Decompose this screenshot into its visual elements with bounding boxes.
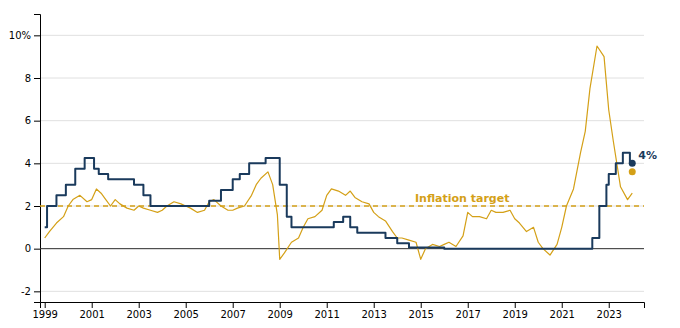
annotation-dot [629, 160, 636, 167]
y-tick-label: 8 [25, 73, 31, 84]
x-tick-mark [468, 302, 469, 308]
x-tick-mark [233, 302, 234, 308]
y-axis: -2 0 2 4 6 8 10% [9, 15, 41, 303]
x-tick-label: 2009 [267, 309, 292, 320]
annotations: Inflation target 4% [415, 149, 657, 205]
x-tick-mark [515, 302, 516, 308]
x-tick: 2023 [597, 302, 622, 320]
x-tick-mark [327, 302, 328, 308]
x-tick: 2015 [409, 302, 434, 320]
x-tick: 2011 [314, 302, 339, 320]
x-tick-mark [45, 302, 46, 308]
annotation-label: Inflation target [415, 192, 509, 205]
annotation-dot [629, 168, 636, 175]
x-tick: 2019 [503, 302, 528, 320]
y-tick-mark [34, 206, 40, 207]
y-tick-mark [34, 121, 40, 122]
x-tick: 2001 [79, 302, 104, 320]
y-grid-line [40, 206, 644, 207]
y-tick: 2 [25, 201, 40, 212]
y-grid-line [40, 163, 644, 164]
y-grid-line [40, 291, 644, 292]
x-tick: 2005 [173, 302, 198, 320]
x-tick-mark [92, 302, 93, 308]
y-grid-line [40, 78, 644, 79]
x-tick-mark [562, 302, 563, 308]
x-tick-label: 2017 [456, 309, 481, 320]
y-tick-label: 10% [9, 30, 31, 41]
annotation-label: 4% [638, 149, 657, 162]
x-tick-label: 2007 [220, 309, 245, 320]
x-tick-mark [280, 302, 281, 308]
y-tick: 8 [25, 73, 40, 84]
x-tick-label: 2011 [314, 309, 339, 320]
y-tick-label: 6 [25, 115, 31, 126]
line [45, 46, 633, 259]
y-tick-label: -2 [21, 286, 31, 297]
x-tick: 1999 [32, 302, 57, 320]
y-tick: 6 [25, 115, 40, 126]
step-line [45, 153, 633, 249]
y-tick-mark [34, 35, 40, 36]
x-tick-label: 2013 [362, 309, 387, 320]
y-tick-label: 4 [25, 158, 31, 169]
y-tick-mark [34, 249, 40, 250]
y-tick-mark [34, 78, 40, 79]
x-tick-label: 2005 [173, 309, 198, 320]
y-tick-label: 0 [25, 243, 31, 254]
x-tick: 2003 [126, 302, 151, 320]
x-tick: 2013 [362, 302, 387, 320]
x-tick: 2021 [550, 302, 575, 320]
x-tick-label: 2001 [79, 309, 104, 320]
x-tick: 2007 [220, 302, 245, 320]
x-tick-label: 2003 [126, 309, 151, 320]
x-tick-mark [374, 302, 375, 308]
x-tick-label: 1999 [32, 309, 57, 320]
x-tick-mark [139, 302, 140, 308]
grid [40, 35, 644, 291]
x-tick-mark [609, 302, 610, 308]
x-tick-mark [421, 302, 422, 308]
x-axis-line [41, 303, 645, 309]
y-tick-mark [34, 163, 40, 164]
x-tick: 2009 [267, 302, 292, 320]
y-grid-line [40, 120, 644, 121]
y-tick: 0 [25, 243, 40, 254]
y-tick: 10% [9, 30, 40, 41]
y-tick: -2 [21, 286, 40, 297]
plot-area [40, 46, 644, 259]
x-tick-label: 2019 [503, 309, 528, 320]
x-tick: 2017 [456, 302, 481, 320]
x-tick-label: 2023 [597, 309, 622, 320]
target-line [40, 205, 644, 206]
x-tick-mark [186, 302, 187, 308]
chart: 1999 2001 2003 2005 2007 2009 2011 2013 2015 2017… [0, 0, 680, 328]
y-axis-line [34, 15, 41, 303]
y-tick: 4 [25, 158, 40, 169]
x-tick-label: 2021 [550, 309, 575, 320]
x-tick-label: 2015 [409, 309, 434, 320]
y-tick-mark [34, 291, 40, 292]
y-grid-line [40, 35, 644, 36]
y-tick-label: 2 [25, 201, 31, 212]
x-axis: 1999 2001 2003 2005 2007 2009 2011 2013 2015 2017… [32, 302, 644, 320]
